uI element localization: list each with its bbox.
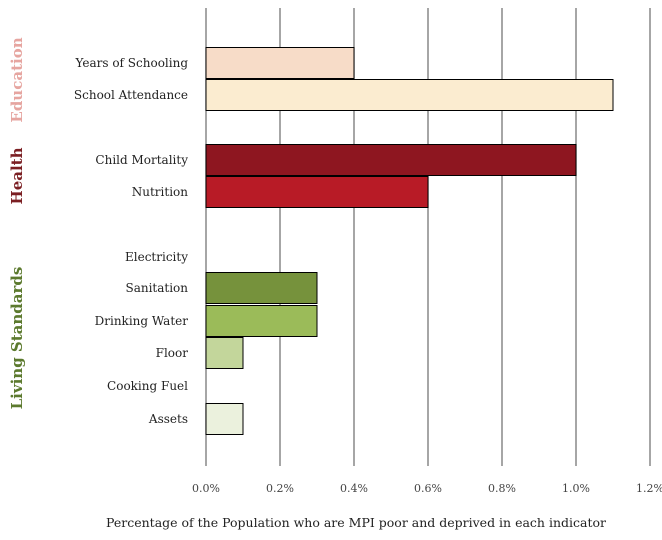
bar-drinking-water [205,305,318,337]
group-label-living-standards: Living Standards [8,267,26,410]
bar-years-of-schooling [205,47,355,79]
x-tick-label: 0.4% [340,482,368,495]
category-label: Child Mortality [95,153,188,167]
bar-child-mortality [205,144,577,176]
group-labels: Education Health Living Standards [8,37,26,409]
category-label: Assets [148,412,188,426]
bar-sanitation [205,272,318,304]
category-label: Drinking Water [95,314,189,328]
category-label: School Attendance [74,88,188,102]
bar-nutrition [205,176,429,208]
x-axis-ticks: 0.0% 0.2% 0.4% 0.6% 0.8% 1.0% 1.2% [192,482,662,495]
category-label: Sanitation [125,281,188,295]
category-label: Floor [156,346,189,360]
group-label-health: Health [8,147,26,204]
x-tick-label: 0.2% [266,482,294,495]
x-axis-label: Percentage of the Population who are MPI… [106,515,606,530]
bar-assets [205,403,244,435]
x-tick-label: 0.0% [192,482,220,495]
x-tick-label: 0.6% [414,482,442,495]
group-label-education: Education [8,37,26,122]
category-label: Nutrition [132,185,189,199]
bars [205,47,614,435]
category-label: Cooking Fuel [107,379,188,393]
category-label: Electricity [125,250,188,264]
x-tick-label: 1.0% [562,482,590,495]
x-tick-label: 1.2% [636,482,662,495]
bar-school-attendance [205,79,614,111]
category-label: Years of Schooling [74,56,188,70]
x-tick-label: 0.8% [488,482,516,495]
category-labels: Years of Schooling School Attendance Child… [74,56,188,426]
bar-floor [205,337,244,369]
